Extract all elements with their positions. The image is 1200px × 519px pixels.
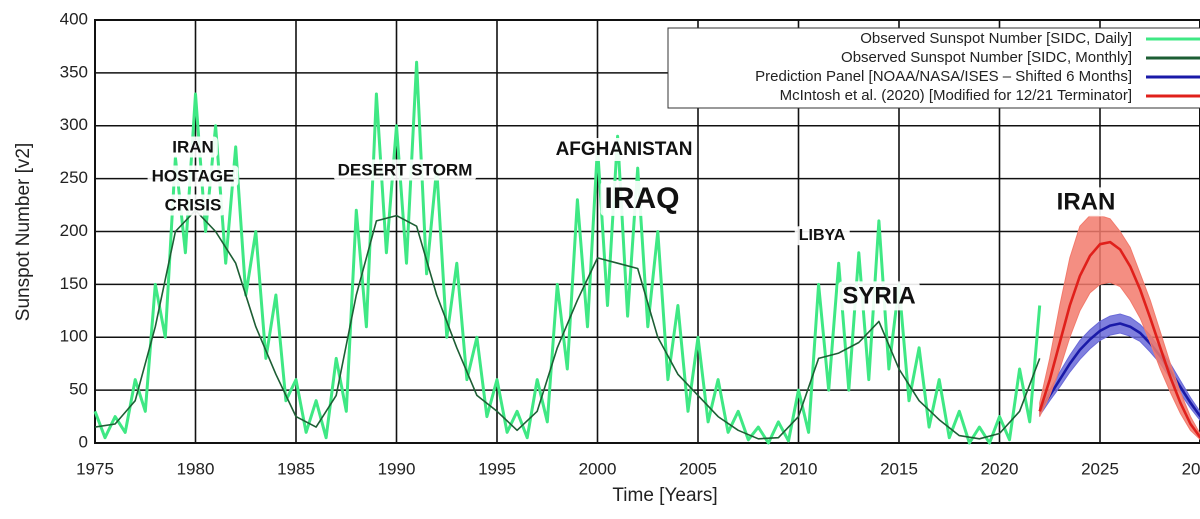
annotation: CRISIS bbox=[165, 195, 222, 214]
x-tick-label: 2030 bbox=[1182, 459, 1200, 478]
series-line bbox=[94, 209, 1041, 440]
x-tick-label: 2000 bbox=[579, 459, 617, 478]
y-axis-label: Sunspot Number [v2] bbox=[13, 143, 34, 321]
annotation-background bbox=[147, 165, 239, 187]
x-tick-label: 2020 bbox=[981, 459, 1019, 478]
legend-label: McIntosh et al. (2020) [Modified for 12/… bbox=[780, 87, 1132, 104]
x-tick-label: 2025 bbox=[1081, 459, 1119, 478]
legend-box bbox=[667, 27, 1200, 109]
annotation-background bbox=[600, 180, 684, 216]
series-line bbox=[93, 60, 1042, 445]
annotation: HOSTAGE bbox=[152, 166, 235, 185]
y-tick-label: 400 bbox=[60, 9, 88, 28]
annotation-background bbox=[333, 159, 477, 181]
legend-label: Observed Sunspot Number [SIDC, Daily] bbox=[860, 30, 1132, 47]
y-tick-label: 150 bbox=[60, 274, 88, 293]
y-tick-label: 300 bbox=[60, 115, 88, 134]
annotation: AFGHANISTAN bbox=[556, 139, 693, 160]
series-line bbox=[1038, 240, 1200, 439]
annotation-background bbox=[168, 136, 218, 158]
legend-label: Observed Sunspot Number [SIDC, Monthly] bbox=[841, 49, 1132, 66]
annotation-background bbox=[794, 226, 850, 246]
annotation: IRAN bbox=[1057, 188, 1116, 215]
annotation: IRAQ bbox=[605, 182, 680, 215]
y-tick-label: 250 bbox=[60, 168, 88, 187]
y-tick-label: 200 bbox=[60, 221, 88, 240]
y-tick-label: 50 bbox=[69, 380, 88, 399]
plot-frame bbox=[94, 19, 1200, 444]
x-tick-label: 1975 bbox=[76, 459, 114, 478]
annotation-background bbox=[160, 194, 226, 216]
y-tick-label: 100 bbox=[60, 327, 88, 346]
annotation: DESERT STORM bbox=[338, 160, 473, 179]
legend-label: Prediction Panel [NOAA/NASA/ISES – Shift… bbox=[755, 68, 1132, 85]
x-tick-label: 2010 bbox=[780, 459, 818, 478]
x-tick-label: 2005 bbox=[679, 459, 717, 478]
annotation-background bbox=[551, 138, 697, 162]
x-axis-label: Time [Years] bbox=[612, 485, 717, 506]
annotation: LIBYA bbox=[799, 227, 846, 244]
x-tick-label: 2015 bbox=[880, 459, 918, 478]
x-tick-label: 1985 bbox=[277, 459, 315, 478]
x-tick-label: 1995 bbox=[478, 459, 516, 478]
annotation-background bbox=[1052, 187, 1120, 217]
annotation: IRAN bbox=[172, 137, 214, 156]
annotation-background bbox=[838, 281, 920, 311]
annotation: SYRIA bbox=[842, 282, 915, 309]
x-tick-label: 1980 bbox=[177, 459, 215, 478]
x-tick-label: 1990 bbox=[378, 459, 416, 478]
y-tick-label: 0 bbox=[79, 432, 88, 451]
y-tick-label: 350 bbox=[60, 62, 88, 81]
